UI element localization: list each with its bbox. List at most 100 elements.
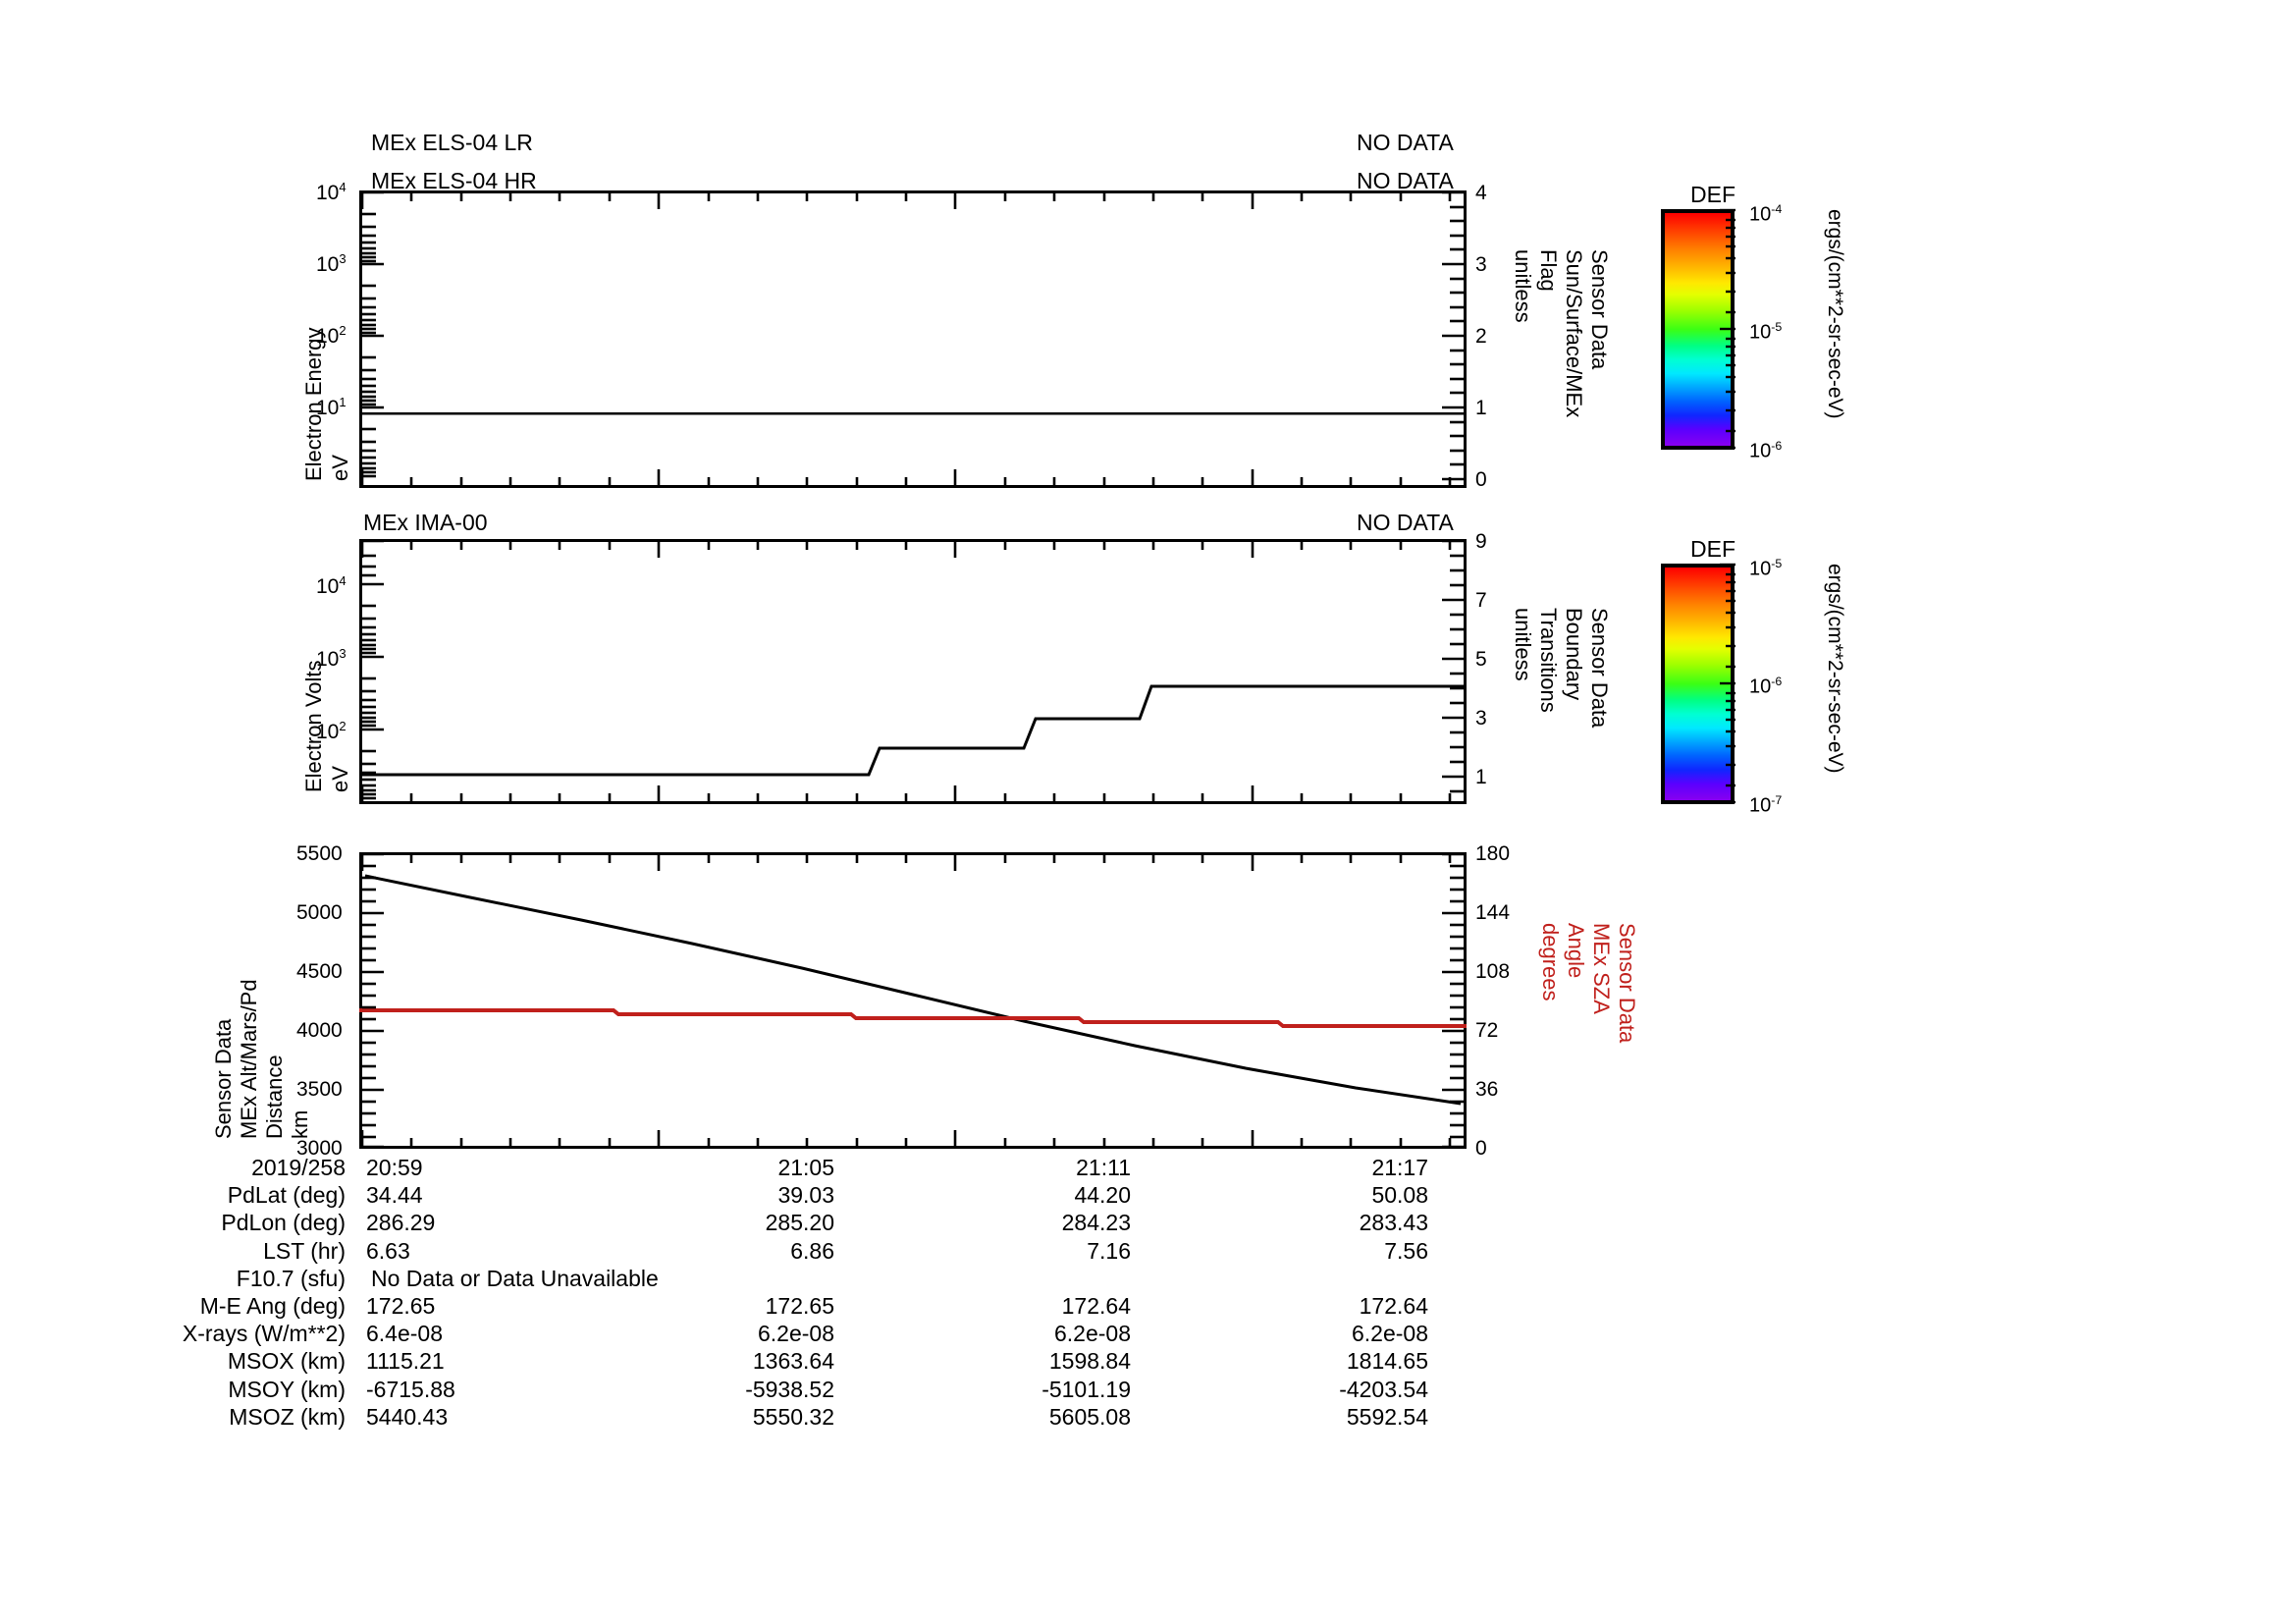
panel-ima-y2tick-3: 3 [1475, 707, 1487, 730]
footer-cell: 7.16 [1087, 1237, 1131, 1264]
panel-ima-frame [359, 539, 1467, 804]
panel-alt-y2tick-180: 180 [1475, 842, 1511, 865]
colorbar-els-ticks [1720, 208, 1735, 450]
footer-row-span-value: No Data or Data Unavailable [371, 1265, 659, 1291]
footer-cell: 285.20 [765, 1210, 834, 1236]
panel-els-y2tick-0: 0 [1475, 468, 1487, 491]
footer-row-label: MSOX (km) [227, 1348, 346, 1375]
panel-ima-header-left: MEx IMA-00 [363, 510, 488, 535]
footer-cell: 1363.64 [752, 1348, 834, 1375]
footer-cell: 6.4e-08 [366, 1321, 444, 1347]
colorbar-ima-ticks [1720, 563, 1735, 804]
footer-cell: 6.2e-08 [1053, 1321, 1131, 1347]
footer-row-label: MSOY (km) [228, 1376, 346, 1402]
panel-els-frame [359, 190, 1467, 488]
footer-row-label: 2019/258 [251, 1155, 346, 1180]
colorbar-ima-tick-top: 10-5 [1749, 557, 1783, 580]
panel-ima-ytick-2: 102 [316, 719, 347, 743]
colorbar-els-tick-top: 10-4 [1749, 202, 1783, 226]
panel-els-header-right-2: NO DATA [1357, 168, 1454, 193]
colorbar-ima-gradient [1661, 564, 1735, 804]
footer-cell: 21:17 [1371, 1155, 1428, 1180]
footer-row-label: LST (hr) [263, 1237, 346, 1264]
footer-cell: 50.08 [1371, 1182, 1428, 1209]
footer-cell: 1115.21 [366, 1348, 445, 1375]
panel-els-y2tick-1: 1 [1475, 397, 1487, 419]
footer-cell: 5605.08 [1048, 1403, 1131, 1430]
panel-els-y2tick-3: 3 [1475, 253, 1487, 276]
colorbar-els-tick-bot: 10-6 [1749, 439, 1783, 462]
footer-cell: 7.56 [1384, 1237, 1428, 1264]
panel-alt-y2tick-108: 108 [1475, 960, 1511, 983]
panel-ima-y2tick-5: 5 [1475, 648, 1487, 671]
footer-cell: 5440.43 [366, 1403, 449, 1430]
footer-cell: 34.44 [366, 1182, 423, 1209]
footer-row-label: F10.7 (sfu) [236, 1265, 346, 1291]
footer-row-label: PdLon (deg) [221, 1210, 346, 1236]
panel-ima-trace [359, 684, 1467, 777]
panel-ima-ytick-4: 104 [316, 573, 347, 598]
colorbar-ima-unit: ergs/(cm**2-sr-sec-eV) [1824, 564, 1846, 774]
altitude-line [364, 874, 1462, 1106]
footer-cell: 172.65 [765, 1293, 834, 1319]
panel-ima-y2tick-7: 7 [1475, 589, 1487, 612]
panel-alt-y2tick-144: 144 [1475, 901, 1511, 924]
panel-els-ytick-2: 102 [316, 323, 347, 348]
panel-els-y2tick-2: 2 [1475, 325, 1487, 348]
footer-cell: 5550.32 [752, 1403, 834, 1430]
footer-cell: 6.86 [790, 1237, 834, 1264]
panel-ima-ytick-3: 103 [316, 646, 347, 671]
panel-alt-traces [359, 874, 1467, 1106]
panel-ima-y2tick-9: 9 [1475, 530, 1487, 553]
panel-alt-ytick-4000: 4000 [296, 1019, 343, 1042]
colorbar-els-tick-mid: 10-5 [1749, 320, 1783, 344]
panel-els-ytick-3: 103 [316, 251, 347, 276]
footer-cell: 172.65 [366, 1293, 436, 1319]
panel-els-trace [359, 412, 1467, 415]
footer-row-label: X-rays (W/m**2) [182, 1321, 346, 1347]
footer-cell: 172.64 [1061, 1293, 1131, 1319]
panel-alt-y2tick-36: 36 [1475, 1078, 1499, 1101]
footer-cell: -4203.54 [1339, 1376, 1428, 1402]
footer-row-label: MSOZ (km) [229, 1403, 346, 1430]
panel-alt-ytick-5500: 5500 [296, 842, 343, 865]
footer-cell: 172.64 [1359, 1293, 1428, 1319]
footer-row-label: PdLat (deg) [227, 1182, 346, 1209]
footer-cell: -6715.88 [366, 1376, 455, 1402]
footer-cell: 20:59 [366, 1155, 423, 1180]
sza-line [359, 1008, 1467, 1028]
footer-cell: 284.23 [1061, 1210, 1131, 1236]
footer-cell: 283.43 [1359, 1210, 1428, 1236]
footer-cell: 6.2e-08 [757, 1321, 834, 1347]
footer-cell: 21:05 [777, 1155, 834, 1180]
panel-alt-frame [359, 852, 1467, 1149]
panel-alt-ytick-5000: 5000 [296, 901, 343, 924]
footer-cell: 44.20 [1074, 1182, 1131, 1209]
panel-els-header-right-1: NO DATA [1357, 130, 1454, 155]
colorbar-ima-tick-mid: 10-6 [1749, 675, 1783, 698]
panel-alt-ytick-4500: 4500 [296, 960, 343, 983]
footer-cell: 6.63 [366, 1237, 410, 1264]
footer-cell: 1598.84 [1048, 1348, 1131, 1375]
colorbar-els-unit: ergs/(cm**2-sr-sec-eV) [1824, 209, 1846, 419]
colorbar-els-title: DEF [1690, 182, 1735, 207]
panel-els-ytick-4: 104 [316, 180, 347, 204]
panel-els-ytick-1: 101 [316, 395, 347, 419]
panel-alt-y2tick-0: 0 [1475, 1137, 1487, 1160]
footer-cell: 286.29 [366, 1210, 436, 1236]
colorbar-ima-title: DEF [1690, 536, 1735, 562]
footer-cell: -5938.52 [745, 1376, 834, 1402]
panel-els-header-left-2: MEx ELS-04 HR [371, 168, 537, 193]
footer-cell: 6.2e-08 [1351, 1321, 1428, 1347]
footer-cell: 1814.65 [1346, 1348, 1428, 1375]
footer-cell: 5592.54 [1346, 1403, 1428, 1430]
panel-ima-header-right: NO DATA [1357, 510, 1454, 535]
panel-alt-ytick-3000: 3000 [296, 1137, 343, 1160]
footer-cell: -5101.19 [1041, 1376, 1131, 1402]
panel-alt-ytick-3500: 3500 [296, 1078, 343, 1101]
panel-ima-y2tick-1: 1 [1475, 766, 1487, 788]
